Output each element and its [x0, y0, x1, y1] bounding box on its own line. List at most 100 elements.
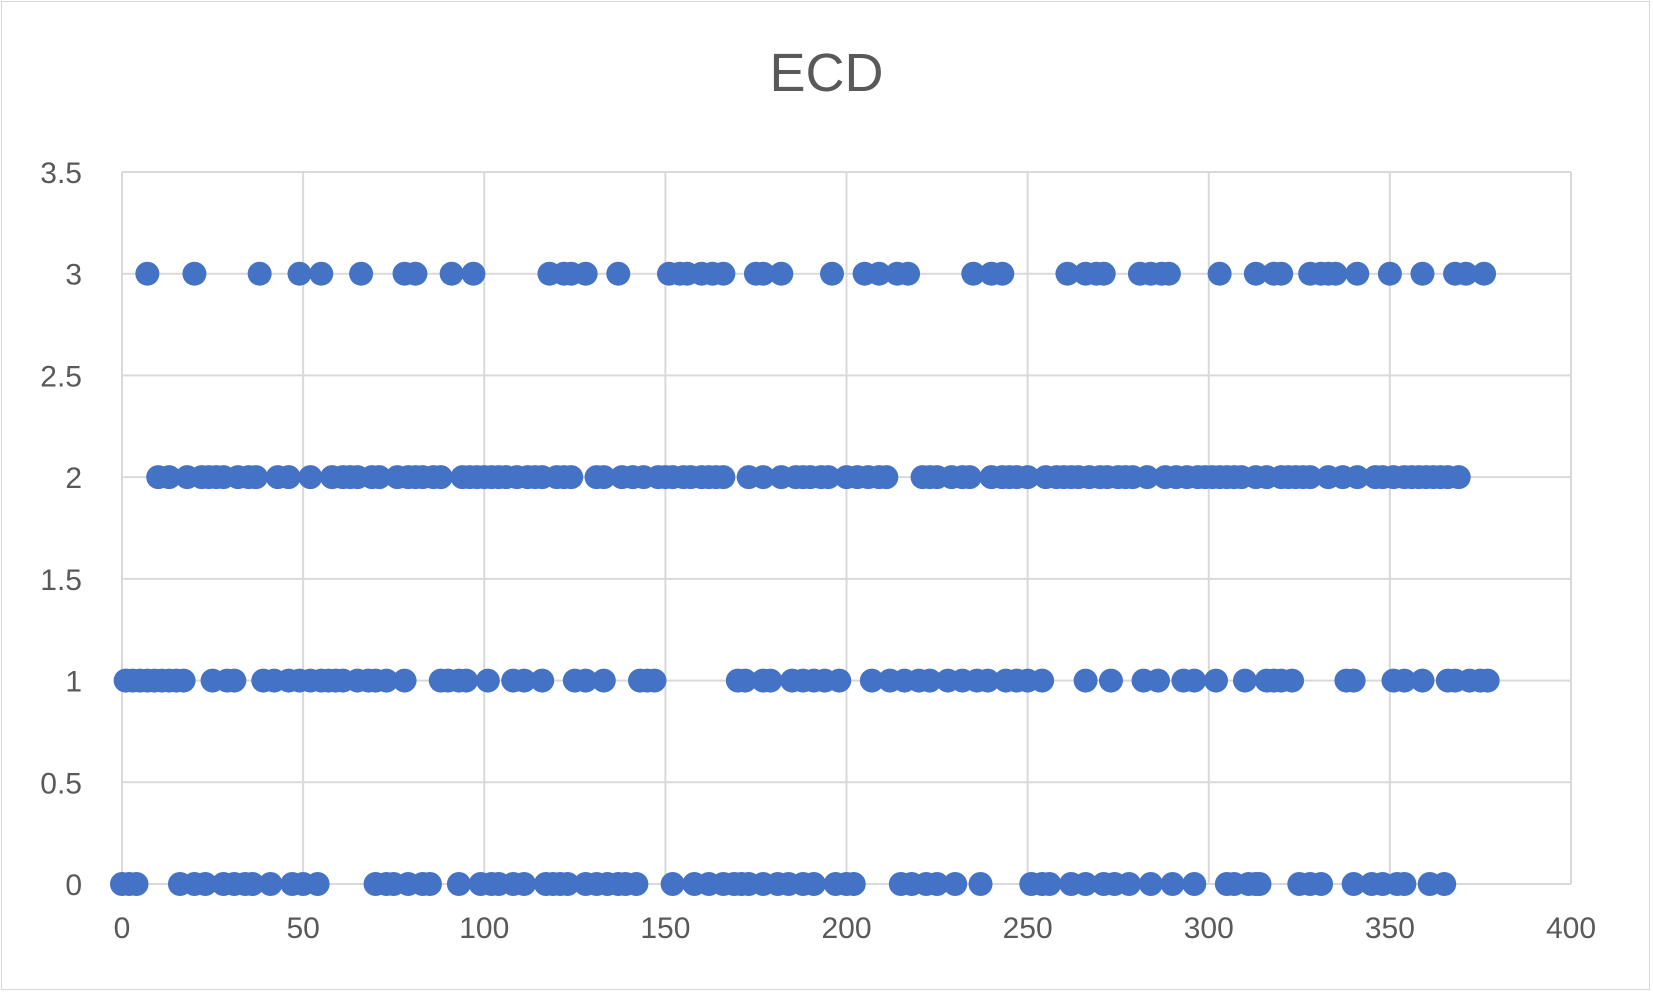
data-point: [276, 465, 301, 490]
data-point: [820, 261, 845, 286]
data-points: [110, 261, 1500, 896]
data-point: [801, 872, 826, 896]
data-point: [827, 668, 852, 693]
data-point: [968, 872, 993, 896]
data-point: [1345, 465, 1370, 490]
data-point: [1203, 668, 1228, 693]
data-point: [1323, 261, 1348, 286]
data-point: [374, 668, 399, 693]
data-point: [751, 261, 776, 286]
data-point: [1341, 872, 1366, 896]
data-point: [559, 465, 584, 490]
data-point: [1073, 668, 1098, 693]
data-point: [624, 872, 649, 896]
data-point: [512, 872, 537, 896]
data-point: [660, 872, 685, 896]
data-point: [512, 668, 537, 693]
data-point: [1055, 261, 1080, 286]
x-tick-label: 0: [114, 912, 131, 945]
data-point: [917, 668, 942, 693]
y-tick-label: 2.5: [40, 360, 82, 393]
data-point: [367, 465, 392, 490]
data-point: [859, 668, 884, 693]
data-point: [124, 872, 149, 896]
data-point: [247, 261, 272, 286]
data-point: [1446, 465, 1471, 490]
y-tick-label: 0.5: [40, 767, 82, 800]
data-point: [1392, 668, 1417, 693]
x-tick-label: 100: [459, 912, 509, 945]
data-point: [1098, 668, 1123, 693]
data-point: [222, 668, 247, 693]
x-tick-label: 400: [1546, 912, 1596, 945]
data-point: [1475, 668, 1500, 693]
data-point: [769, 261, 794, 286]
data-point: [1243, 261, 1268, 286]
data-point: [1309, 872, 1334, 896]
data-point: [1298, 465, 1323, 490]
data-point: [1146, 668, 1171, 693]
data-point: [961, 261, 986, 286]
data-point: [1472, 261, 1497, 286]
x-tick-label: 300: [1184, 912, 1234, 945]
data-point: [555, 872, 580, 896]
data-point: [1410, 668, 1435, 693]
data-point: [1432, 872, 1457, 896]
data-point: [240, 872, 265, 896]
x-tick-label: 350: [1365, 912, 1415, 945]
data-point: [1182, 872, 1207, 896]
data-point: [867, 261, 892, 286]
data-point: [287, 261, 312, 286]
data-point: [874, 465, 899, 490]
y-tick-label: 3.5: [40, 157, 82, 190]
data-point: [135, 261, 160, 286]
data-point: [349, 261, 374, 286]
data-point: [1182, 668, 1207, 693]
data-point: [403, 261, 428, 286]
data-point: [711, 465, 736, 490]
data-point: [461, 261, 486, 286]
data-point: [244, 465, 269, 490]
data-point: [1207, 261, 1232, 286]
y-tick-label: 0: [65, 869, 82, 902]
data-point: [475, 668, 500, 693]
data-point: [1247, 872, 1272, 896]
data-point: [157, 465, 182, 490]
data-point: [733, 668, 758, 693]
data-point: [1030, 668, 1055, 693]
data-point: [454, 668, 479, 693]
data-point: [606, 261, 631, 286]
data-point: [193, 872, 218, 896]
data-point: [591, 668, 616, 693]
data-point: [1392, 872, 1417, 896]
x-tick-label: 150: [640, 912, 690, 945]
data-point: [392, 668, 417, 693]
data-point: [711, 261, 736, 286]
data-point: [573, 261, 598, 286]
data-point: [758, 668, 783, 693]
data-point: [573, 668, 598, 693]
data-point: [1377, 261, 1402, 286]
data-point: [298, 465, 323, 490]
data-point: [1037, 872, 1062, 896]
y-tick-label: 1: [65, 666, 82, 699]
data-point: [417, 872, 442, 896]
data-point: [751, 465, 776, 490]
x-tick-label: 50: [286, 912, 319, 945]
y-tick-label: 2: [65, 462, 82, 495]
data-point: [1073, 872, 1098, 896]
data-point: [816, 465, 841, 490]
data-point: [530, 668, 555, 693]
data-point: [1232, 668, 1257, 693]
data-point: [1091, 261, 1116, 286]
data-point: [1156, 261, 1181, 286]
data-point: [1345, 261, 1370, 286]
chart-title: ECD: [769, 43, 884, 103]
data-point: [182, 261, 207, 286]
data-point: [1015, 465, 1040, 490]
x-tick-label: 200: [821, 912, 871, 945]
x-tick-label: 250: [1003, 912, 1053, 945]
data-point: [1160, 872, 1185, 896]
data-point: [446, 872, 471, 896]
